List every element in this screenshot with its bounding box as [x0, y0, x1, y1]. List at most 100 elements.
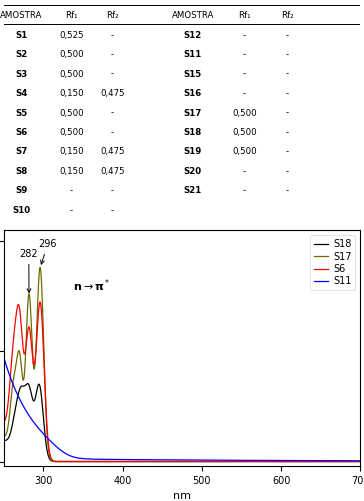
Text: -: -: [286, 31, 289, 40]
S6: [351, 458, 356, 464]
Text: 282: 282: [20, 249, 38, 293]
S17: [38, 265, 42, 271]
Text: 0,500: 0,500: [232, 128, 257, 137]
S6: [138, 458, 143, 464]
S11: [42, 432, 47, 438]
Text: S9: S9: [15, 186, 28, 195]
Text: 296: 296: [39, 239, 57, 264]
Text: S1: S1: [15, 31, 28, 40]
Text: -: -: [243, 89, 246, 98]
S17: [138, 458, 143, 464]
Text: 0,500: 0,500: [59, 128, 84, 137]
Text: -: -: [243, 70, 246, 79]
Text: Rf₂: Rf₂: [106, 11, 119, 20]
Text: S6: S6: [15, 128, 28, 137]
Text: AMOSTRA: AMOSTRA: [171, 11, 214, 20]
Text: -: -: [243, 167, 246, 176]
Line: S11: S11: [4, 357, 360, 461]
Text: -: -: [286, 128, 289, 137]
Text: -: -: [286, 147, 289, 156]
Legend: S18, S17, S6, S11: S18, S17, S6, S11: [310, 235, 356, 290]
Line: S17: S17: [4, 268, 360, 461]
Text: S17: S17: [183, 109, 202, 118]
S11: [1, 354, 6, 360]
S18: [63, 458, 68, 464]
Text: Rf₁: Rf₁: [65, 11, 78, 20]
X-axis label: nm: nm: [173, 491, 191, 501]
S18: [42, 426, 47, 432]
S11: [313, 457, 317, 463]
Text: -: -: [243, 50, 246, 59]
Text: S19: S19: [183, 147, 202, 156]
Text: S10: S10: [12, 206, 31, 215]
Line: S18: S18: [4, 384, 360, 461]
S18: [358, 458, 363, 464]
S6: [358, 458, 363, 464]
Text: S3: S3: [15, 70, 28, 79]
Text: S7: S7: [15, 147, 28, 156]
Text: -: -: [111, 50, 114, 59]
S11: [154, 457, 158, 463]
Text: -: -: [286, 70, 289, 79]
Text: S16: S16: [183, 89, 202, 98]
Text: -: -: [286, 50, 289, 59]
Text: -: -: [70, 186, 73, 195]
Text: S12: S12: [183, 31, 202, 40]
Text: 0,500: 0,500: [59, 70, 84, 79]
Text: Rf₁: Rf₁: [238, 11, 251, 20]
S11: [63, 450, 68, 456]
S6: [1, 419, 6, 425]
S6: [154, 458, 158, 464]
Text: -: -: [243, 186, 246, 195]
S17: [313, 458, 317, 464]
S17: [1, 433, 6, 439]
Text: 0,475: 0,475: [100, 167, 125, 176]
Text: S5: S5: [15, 109, 28, 118]
S6: [42, 371, 47, 377]
Text: -: -: [286, 167, 289, 176]
Text: -: -: [286, 89, 289, 98]
Text: -: -: [111, 70, 114, 79]
Text: AMOSTRA: AMOSTRA: [0, 11, 43, 20]
Text: 0,500: 0,500: [59, 109, 84, 118]
Text: $\mathbf{n}\rightarrow \mathbf{\pi}^*$: $\mathbf{n}\rightarrow \mathbf{\pi}^*$: [74, 277, 111, 294]
S18: [351, 458, 356, 464]
Text: -: -: [111, 186, 114, 195]
Text: 0,500: 0,500: [232, 147, 257, 156]
S6: [313, 458, 317, 464]
S18: [25, 381, 30, 387]
S18: [313, 458, 317, 464]
S6: [38, 299, 42, 305]
Text: S21: S21: [183, 186, 202, 195]
S17: [63, 458, 68, 464]
S18: [138, 458, 143, 464]
Text: -: -: [111, 206, 114, 215]
S6: [63, 458, 68, 464]
Text: 0,500: 0,500: [59, 50, 84, 59]
Text: S20: S20: [184, 167, 202, 176]
Text: S15: S15: [184, 70, 202, 79]
Text: 0,475: 0,475: [100, 89, 125, 98]
Text: S2: S2: [15, 50, 28, 59]
Text: -: -: [286, 186, 289, 195]
Text: 0,150: 0,150: [59, 147, 84, 156]
Text: -: -: [111, 31, 114, 40]
Text: -: -: [70, 206, 73, 215]
Text: -: -: [243, 31, 246, 40]
S11: [351, 458, 356, 464]
Line: S6: S6: [4, 302, 360, 461]
S17: [154, 458, 158, 464]
Text: -: -: [286, 109, 289, 118]
Text: 0,525: 0,525: [59, 31, 84, 40]
S18: [154, 458, 158, 464]
Text: S4: S4: [15, 89, 28, 98]
S11: [138, 457, 143, 463]
Text: Rf₂: Rf₂: [281, 11, 293, 20]
Text: 0,475: 0,475: [100, 147, 125, 156]
S17: [42, 366, 47, 372]
Text: 0,150: 0,150: [59, 89, 84, 98]
Text: 0,150: 0,150: [59, 167, 84, 176]
Text: S8: S8: [15, 167, 28, 176]
S11: [358, 458, 363, 464]
Text: -: -: [111, 128, 114, 137]
